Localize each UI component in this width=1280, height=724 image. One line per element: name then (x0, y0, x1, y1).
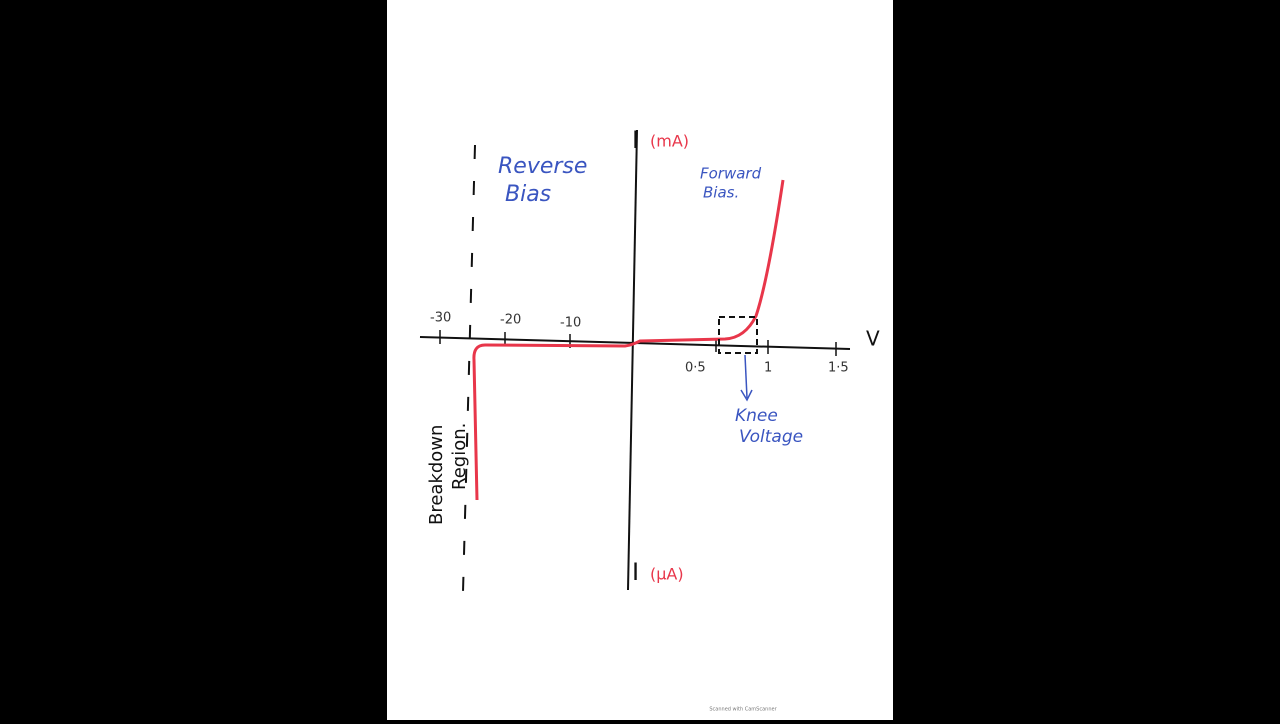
tick-label: -10 (560, 316, 581, 331)
breakdown-label: Breakdown (426, 425, 447, 525)
forward-label: Forward (700, 165, 762, 183)
x-label: V (866, 327, 880, 351)
page (387, 0, 893, 720)
y-top-unit: (mA) (650, 132, 689, 151)
tick-label: 0·5 (685, 361, 706, 376)
tick-label: 1 (764, 361, 772, 376)
iv-curve (472, 179, 785, 501)
breakdown-label: Region. (449, 423, 470, 490)
y-bottom-label: I (632, 558, 639, 586)
y-top-label: I (632, 126, 639, 154)
knee-arrow (744, 354, 748, 399)
knee-box (718, 316, 758, 354)
tick-label: 1·5 (828, 361, 849, 376)
y-bottom-unit: (μA) (650, 565, 684, 584)
tick-label: -30 (430, 311, 451, 326)
tick-label: -20 (500, 313, 521, 328)
knee-label: Knee (735, 406, 778, 426)
reverse-label: Reverse (498, 154, 587, 179)
reverse-label: Bias (505, 182, 551, 207)
forward-label: Bias. (703, 184, 739, 202)
y-axis (627, 129, 638, 591)
arrow-head (740, 389, 753, 402)
breakdown-line (462, 144, 476, 593)
knee-label: Voltage (739, 427, 803, 447)
footer: Scanned with CamScanner (709, 707, 777, 713)
